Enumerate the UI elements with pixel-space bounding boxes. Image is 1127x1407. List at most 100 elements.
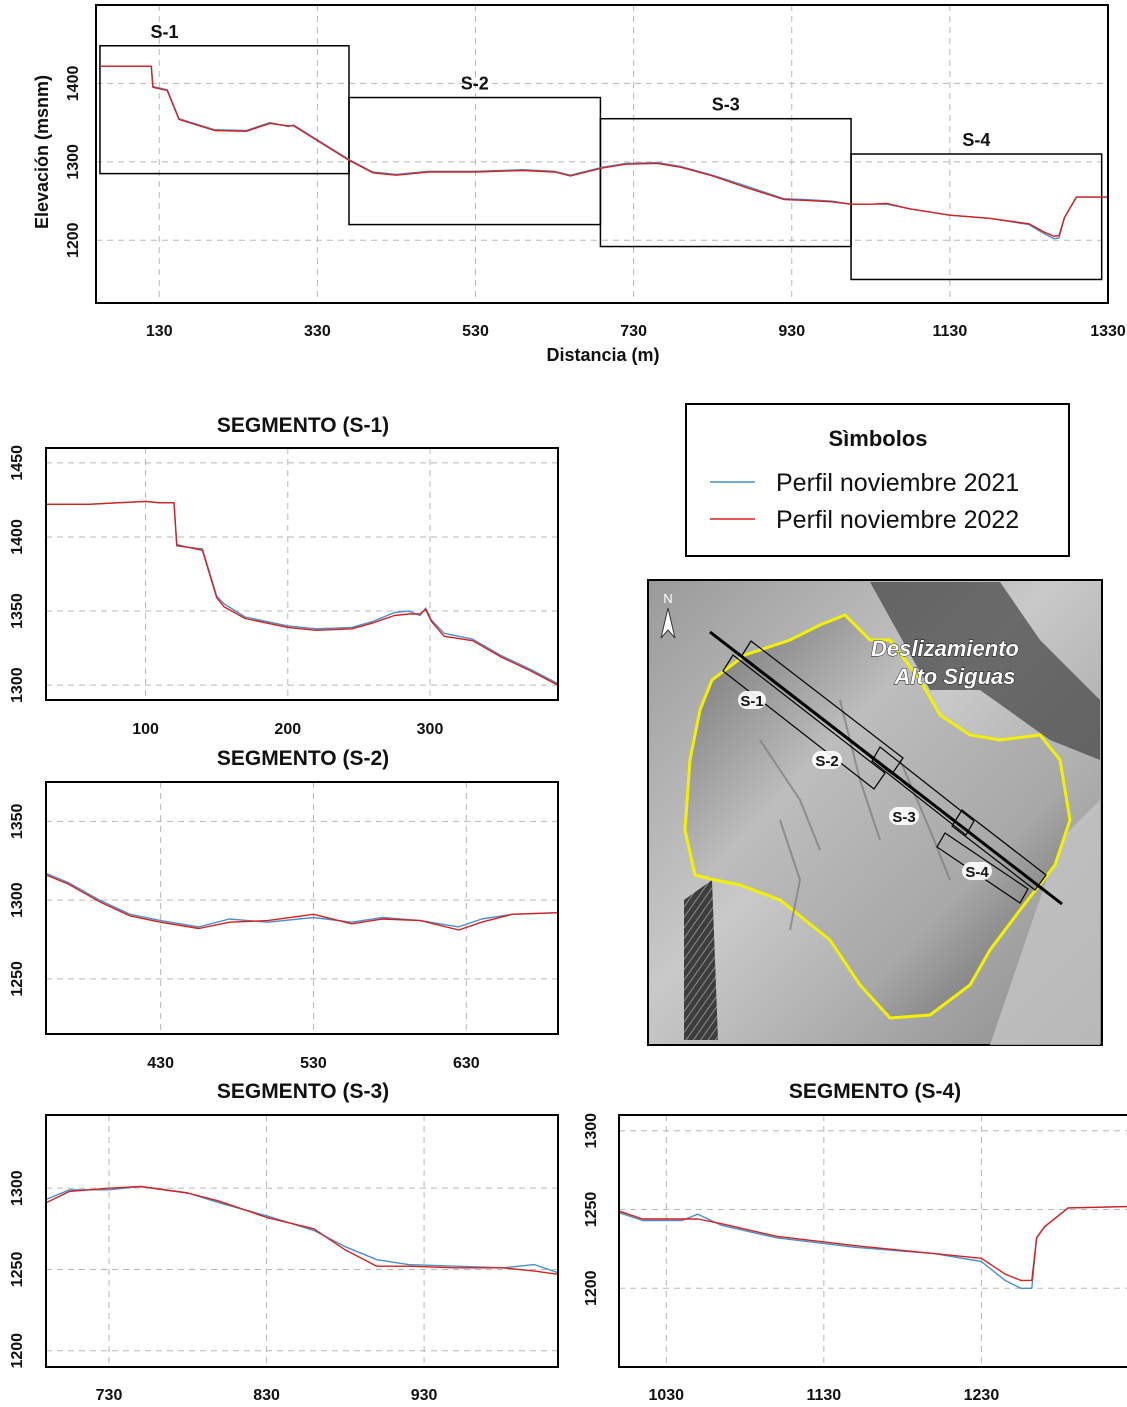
map-segment-box bbox=[740, 640, 904, 775]
chart-title: SEGMENTO (S-4) bbox=[789, 1080, 961, 1103]
segment-box bbox=[599, 117, 852, 248]
map-title-line1: Deslizamiento bbox=[871, 636, 1019, 661]
x-tick-label: 930 bbox=[411, 1387, 438, 1404]
plot-frame bbox=[45, 1114, 559, 1368]
map-segment-box bbox=[936, 832, 1029, 904]
grid bbox=[46, 448, 558, 700]
y-axis-label: Elevación (msnm) bbox=[32, 75, 52, 229]
plot-frame bbox=[45, 781, 559, 1035]
x-tick-label: 730 bbox=[620, 323, 647, 340]
series-lines bbox=[46, 500, 558, 686]
map-segment-box bbox=[722, 654, 886, 790]
landslide-map: N S-1 S-2 S-3 S-4 Deslizamiento Alto Sig… bbox=[647, 579, 1103, 1046]
segment-box bbox=[99, 45, 350, 175]
x-tick-label: 630 bbox=[453, 1055, 480, 1072]
plot-frame bbox=[618, 1114, 1127, 1368]
profile-line bbox=[709, 630, 1063, 906]
y-tick-label: 1350 bbox=[9, 803, 26, 839]
main-profile-chart: S-1 S-2 S-3 S-4 130 330 530 730 930 1130 1330 1200… bbox=[32, 4, 1126, 365]
x-tick-label: 1130 bbox=[933, 323, 968, 340]
y-tick-label: 1200 bbox=[9, 1333, 26, 1369]
series-lines bbox=[46, 1185, 558, 1275]
map-label-s1: S-1 bbox=[740, 693, 763, 710]
x-tick-label: 1030 bbox=[648, 1387, 684, 1404]
y-tick-label: 1250 bbox=[9, 961, 26, 997]
x-axis-label: Distancia (m) bbox=[546, 345, 659, 365]
series-line-2022 bbox=[46, 874, 558, 931]
x-tick-label: 330 bbox=[304, 323, 331, 340]
y-tick-label: 1400 bbox=[9, 519, 26, 555]
y-tick-label: 1300 bbox=[9, 667, 26, 703]
grid bbox=[96, 5, 1108, 303]
map-label-s2: S-2 bbox=[815, 753, 838, 770]
map-label-s4: S-4 bbox=[965, 864, 989, 881]
grid bbox=[619, 1115, 1127, 1367]
x-tick-label: 1330 bbox=[1090, 323, 1126, 340]
map-segment-box bbox=[871, 746, 975, 836]
tick-labels: 100 200 300 1300 1350 1400 1450 bbox=[9, 445, 443, 738]
y-tick-label: 1400 bbox=[65, 66, 82, 102]
x-tick-label: 1230 bbox=[964, 1387, 1000, 1404]
y-tick-label: 1300 bbox=[583, 1113, 600, 1149]
segment-label: S-3 bbox=[712, 95, 740, 115]
segment-s3-chart: SEGMENTO (S-3) 730 830 930 1200 1250 1300 bbox=[9, 1080, 559, 1404]
series-line-2021 bbox=[46, 872, 558, 928]
x-tick-label: 930 bbox=[778, 323, 805, 340]
legend: Sìmbolos Perfil noviembre 2021 Perfil no… bbox=[685, 403, 1070, 557]
x-tick-label: 430 bbox=[147, 1055, 174, 1072]
map-labels: S-1 S-2 S-3 S-4 bbox=[738, 691, 992, 881]
profile-segment-boxes bbox=[722, 640, 1047, 904]
series-line-2021 bbox=[46, 1185, 558, 1274]
tick-labels: 730 830 930 1200 1250 1300 bbox=[9, 1170, 438, 1404]
x-tick-label: 100 bbox=[132, 721, 159, 738]
segment-box bbox=[348, 96, 602, 226]
segment-label: S-2 bbox=[461, 74, 489, 94]
series-line-2022 bbox=[46, 500, 558, 686]
series-line-2022 bbox=[619, 1205, 1127, 1282]
grid bbox=[46, 1115, 558, 1367]
series-line-2022 bbox=[46, 1185, 558, 1275]
legend-frame bbox=[685, 403, 1070, 557]
series-line-2021 bbox=[100, 65, 1108, 240]
series-line-2021 bbox=[46, 500, 558, 685]
y-tick-label: 1300 bbox=[9, 882, 26, 918]
chart-title: SEGMENTO (S-2) bbox=[217, 747, 389, 770]
y-tick-label: 1350 bbox=[9, 593, 26, 629]
legend-label-2021: Perfil noviembre 2021 bbox=[776, 469, 1019, 497]
plot-frame bbox=[45, 447, 559, 701]
series-lines bbox=[100, 65, 1108, 240]
map-title-line2: Alto Siguas bbox=[893, 664, 1015, 689]
segment-s1-chart: SEGMENTO (S-1) 100 200 300 1300 1350 1400 1450 bbox=[9, 414, 559, 738]
x-tick-label: 830 bbox=[253, 1387, 280, 1404]
y-tick-label: 1250 bbox=[583, 1192, 600, 1228]
map-drainage-lines bbox=[759, 699, 951, 931]
x-tick-label: 530 bbox=[462, 323, 489, 340]
series-lines bbox=[619, 1205, 1127, 1290]
segment-box bbox=[850, 153, 1103, 281]
chart-title: SEGMENTO (S-3) bbox=[217, 1080, 389, 1103]
map-north-arrow: N bbox=[660, 591, 676, 639]
x-tick-label: 300 bbox=[417, 721, 444, 738]
y-tick-label: 1200 bbox=[583, 1270, 600, 1306]
chart-title: SEGMENTO (S-1) bbox=[217, 414, 389, 437]
segment-s2-chart: SEGMENTO (S-2) 430 530 630 1250 1300 1350 bbox=[9, 747, 559, 1072]
x-tick-label: 1130 bbox=[806, 1387, 841, 1404]
legend-label-2022: Perfil noviembre 2022 bbox=[776, 506, 1019, 534]
x-tick-label: 730 bbox=[96, 1387, 123, 1404]
tick-labels: 130 330 530 730 930 1130 1330 1200 1300 1400 bbox=[65, 66, 1126, 340]
plot-frame bbox=[95, 4, 1109, 304]
north-label: N bbox=[663, 591, 672, 606]
segment-label: S-4 bbox=[962, 130, 990, 150]
map-segment-box bbox=[951, 809, 1047, 891]
legend-title: Sìmbolos bbox=[828, 426, 927, 451]
y-tick-label: 1250 bbox=[9, 1252, 26, 1288]
map-scarp-left bbox=[684, 880, 718, 1040]
series-lines bbox=[46, 872, 558, 931]
map-label-s3: S-3 bbox=[892, 809, 915, 826]
y-tick-label: 1300 bbox=[9, 1170, 26, 1206]
map-ridge-shadow bbox=[870, 582, 1100, 760]
tick-labels: 430 530 630 1250 1300 1350 bbox=[9, 803, 480, 1072]
segment-boxes: S-1 S-2 S-3 S-4 bbox=[99, 22, 1103, 281]
y-tick-label: 1200 bbox=[65, 222, 82, 258]
